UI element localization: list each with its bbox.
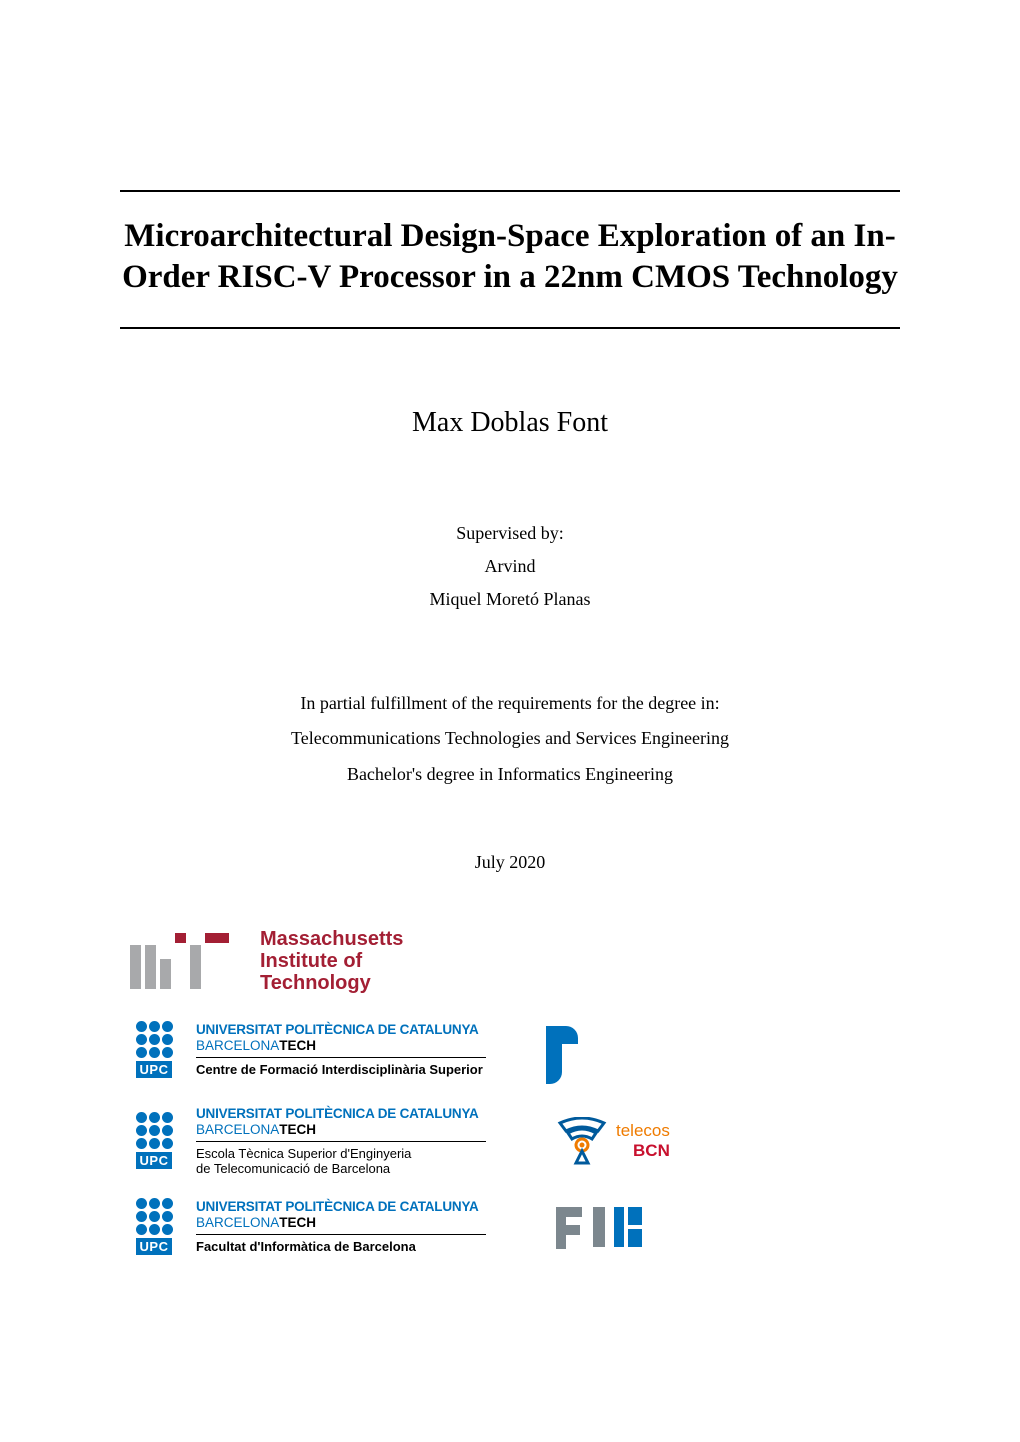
telecos-line-1: telecos	[616, 1121, 670, 1141]
fulfillment-line-2: Telecommunications Technologies and Serv…	[120, 721, 900, 756]
cfis-icon	[534, 1016, 590, 1084]
cfis-sub: Centre de Formació Interdisciplinària Su…	[196, 1062, 486, 1077]
upc-logo-icon: UPC	[130, 1198, 178, 1256]
upc-logo-icon: UPC	[130, 1021, 178, 1079]
title-block: Microarchitectural Design-Space Explorat…	[120, 190, 900, 329]
upc-label: UPC	[136, 1152, 173, 1169]
fulfillment-block: In partial fulfillment of the requiremen…	[120, 686, 900, 791]
fib-sub: Facultat d'Informàtica de Barcelona	[196, 1239, 486, 1254]
upc-fib-text: UNIVERSITAT POLITÈCNICA DE CATALUNYA BAR…	[196, 1199, 486, 1254]
upc-cfis-text: UNIVERSITAT POLITÈCNICA DE CATALUNYA BAR…	[196, 1022, 486, 1077]
logo-row-fib: UPC UNIVERSITAT POLITÈCNICA DE CATALUNYA…	[130, 1198, 900, 1256]
upc-name: UNIVERSITAT POLITÈCNICA DE CATALUNYA	[196, 1022, 486, 1037]
upc-label: UPC	[136, 1238, 173, 1255]
telecos-block: telecos BCN	[554, 1117, 670, 1165]
upc-barcelonatech: BARCELONATECH	[196, 1122, 486, 1137]
divider	[196, 1234, 486, 1235]
mit-logo-icon	[130, 933, 242, 989]
telecos-icon	[554, 1117, 610, 1165]
fulfillment-line-3: Bachelor's degree in Informatics Enginee…	[120, 757, 900, 792]
upc-label: UPC	[136, 1061, 173, 1078]
logo-row-mit: Massachusetts Institute of Technology	[130, 928, 900, 994]
telecos-text: telecos BCN	[616, 1121, 670, 1161]
thesis-date: July 2020	[120, 852, 900, 873]
upc-name: UNIVERSITAT POLITÈCNICA DE CATALUNYA	[196, 1106, 486, 1121]
mit-line-3: Technology	[260, 972, 403, 994]
telecos-line-2: BCN	[616, 1141, 670, 1161]
upc-logo-icon: UPC	[130, 1112, 178, 1170]
mit-text: Massachusetts Institute of Technology	[260, 928, 403, 994]
supervisor-2: Miquel Moretó Planas	[120, 583, 900, 616]
upc-barcelonatech: BARCELONATECH	[196, 1215, 486, 1230]
thesis-title-page: Microarchitectural Design-Space Explorat…	[0, 0, 1020, 1338]
logo-row-etsetb: UPC UNIVERSITAT POLITÈCNICA DE CATALUNYA…	[130, 1106, 900, 1176]
upc-barcelonatech: BARCELONATECH	[196, 1038, 486, 1053]
logo-row-cfis: UPC UNIVERSITAT POLITÈCNICA DE CATALUNYA…	[130, 1016, 900, 1084]
mit-line-1: Massachusetts	[260, 928, 403, 950]
etsetb-sub-2: de Telecomunicació de Barcelona	[196, 1161, 486, 1176]
thesis-title: Microarchitectural Design-Space Explorat…	[120, 216, 900, 299]
divider	[196, 1057, 486, 1058]
etsetb-sub-1: Escola Tècnica Superior d'Enginyeria	[196, 1146, 486, 1161]
fulfillment-line-1: In partial fulfillment of the requiremen…	[120, 686, 900, 721]
upc-name: UNIVERSITAT POLITÈCNICA DE CATALUNYA	[196, 1199, 486, 1214]
supervised-label: Supervised by:	[120, 517, 900, 550]
fib-logo-icon	[554, 1205, 644, 1249]
upc-etsetb-text: UNIVERSITAT POLITÈCNICA DE CATALUNYA BAR…	[196, 1106, 486, 1176]
divider	[196, 1141, 486, 1142]
supervisor-1: Arvind	[120, 550, 900, 583]
mit-line-2: Institute of	[260, 950, 403, 972]
logos-section: Massachusetts Institute of Technology UP…	[120, 928, 900, 1256]
author-name: Max Doblas Font	[120, 407, 900, 439]
supervised-block: Supervised by: Arvind Miquel Moretó Plan…	[120, 517, 900, 617]
